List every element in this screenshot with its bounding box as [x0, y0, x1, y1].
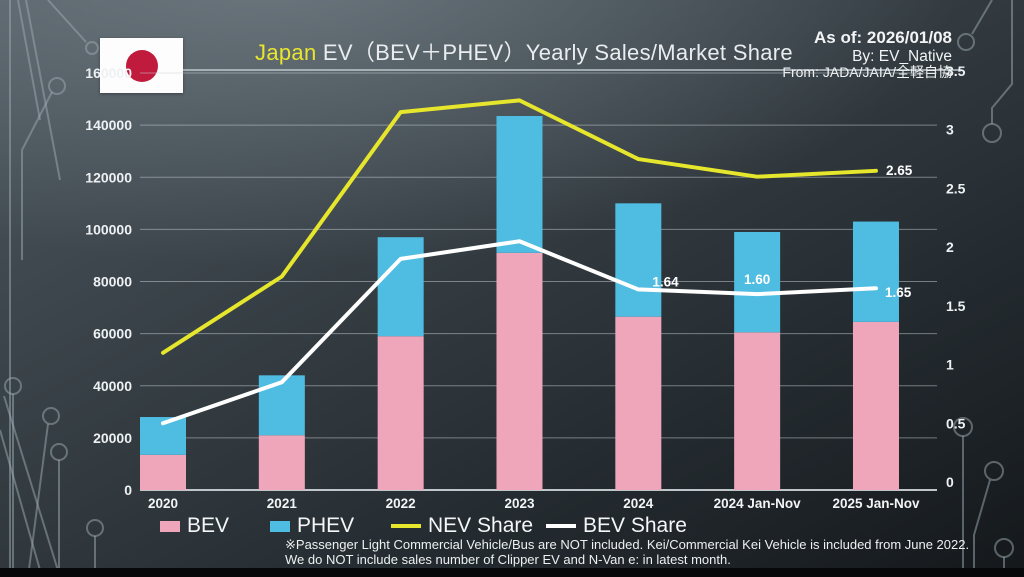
- left-axis-tick-label: 100000: [85, 221, 132, 237]
- bar-bev-2024: [615, 316, 662, 490]
- circuit-trace: [21, 91, 53, 260]
- footnote-line-2: We do NOT include sales number of Clippe…: [285, 551, 731, 567]
- circuit-node: [42, 407, 60, 425]
- japan-flag: [100, 38, 183, 93]
- bar-phev-2020: [140, 417, 186, 455]
- bar-bev-2020: [140, 454, 186, 490]
- chart-title: Japan EV（BEV＋PHEV）Yearly Sales/Market Sh…: [255, 35, 793, 67]
- legend-swatch: [270, 520, 290, 532]
- right-axis-tick-label: 2.5: [946, 180, 966, 196]
- left-axis-tick-label: 60000: [93, 326, 132, 342]
- x-axis-label: 2024 Jan-Nov: [714, 496, 802, 511]
- legend-item-phev: PHEV: [270, 513, 354, 539]
- bottom-strip: [0, 568, 1024, 577]
- legend-swatch: [160, 520, 180, 532]
- footnote-line-1: ※Passenger Light Commercial Vehicle/Bus …: [285, 537, 970, 552]
- circuit-node: [48, 77, 66, 95]
- legend-label: PHEV: [297, 514, 355, 537]
- left-axis-tick-label: 40000: [93, 378, 132, 394]
- legend-swatch: [546, 524, 576, 528]
- legend-label: BEV: [187, 514, 230, 537]
- legend-label: NEV Share: [428, 514, 534, 537]
- chart-title-country: Japan: [255, 40, 317, 65]
- circuit-node: [4, 377, 22, 395]
- author: By: EV_Native: [852, 47, 952, 65]
- left-axis-tick-label: 140000: [85, 117, 132, 133]
- title-divider: [183, 69, 962, 71]
- legend-label: BEV Share: [583, 514, 687, 537]
- left-axis-tick-label: 120000: [85, 169, 132, 185]
- legend-swatch: [391, 524, 421, 528]
- bar-bev-2024 Jan-Nov: [734, 332, 781, 490]
- circuit-trace: [971, 0, 993, 35]
- bar-phev-2022: [377, 237, 424, 337]
- circuit-trace: [991, 0, 1013, 124]
- left-axis-tick-label: 20000: [93, 430, 132, 446]
- right-axis-tick-label: 1.5: [946, 298, 966, 314]
- circuit-trace: [9, 0, 61, 577]
- circuit-node: [85, 41, 99, 55]
- bar-phev-2024 Jan-Nov: [734, 231, 781, 333]
- circuit-node: [86, 519, 104, 537]
- circuit-node: [994, 538, 1014, 558]
- circuit-trace: [973, 479, 991, 577]
- circuit-trace: [0, 395, 61, 577]
- as-of-date: As of: 2026/01/08: [814, 28, 952, 47]
- japan-flag-sun: [125, 49, 158, 82]
- circuit-trace: [47, 0, 87, 43]
- circuit-node: [953, 417, 973, 437]
- legend-item-nev-share: NEV Share: [391, 513, 533, 539]
- point-label-1.65: 1.65: [885, 285, 912, 300]
- right-axis-tick-label: 2: [946, 239, 954, 255]
- bar-bev-2023: [496, 252, 543, 490]
- line-nev-share: [161, 98, 878, 355]
- point-label-1.64: 1.64: [652, 274, 679, 289]
- x-axis-label: 2021: [267, 496, 298, 511]
- left-axis-tick-label: 80000: [93, 274, 132, 290]
- legend-item-bev-share: BEV Share: [546, 513, 687, 539]
- x-axis-label: 2025 Jan-Nov: [832, 496, 920, 511]
- right-axis-tick-label: 1: [946, 357, 954, 373]
- x-axis-label: 2022: [386, 496, 416, 511]
- bar-phev-2024: [615, 203, 662, 317]
- right-axis-tick-label: 0.5: [946, 415, 966, 431]
- x-axis-label: 2023: [504, 496, 535, 511]
- circuit-trace: [27, 423, 49, 577]
- bar-bev-2025 Jan-Nov: [852, 321, 899, 490]
- chart-title-rest: EV（BEV＋PHEV）Yearly Sales/Market Share: [316, 40, 793, 65]
- circuit-node: [982, 123, 1002, 143]
- circuit-node: [50, 443, 68, 461]
- right-axis-tick-label: 3: [946, 122, 954, 138]
- bar-bev-2022: [377, 336, 424, 490]
- bar-phev-2023: [496, 116, 543, 253]
- point-label-2.65: 2.65: [886, 163, 913, 178]
- circuit-node: [984, 461, 1004, 481]
- line-bev-share: [161, 239, 878, 426]
- bar-phev-2021: [258, 375, 305, 436]
- x-axis-label: 2024: [623, 496, 654, 511]
- legend-item-bev: BEV: [160, 513, 229, 539]
- left-axis-tick-label: 0: [124, 482, 132, 498]
- x-axis-label: 2020: [148, 496, 178, 511]
- right-axis-tick-label: 0: [946, 474, 954, 490]
- point-label-1.60: 1.60: [744, 272, 770, 287]
- bar-bev-2021: [258, 435, 305, 490]
- bar-phev-2025 Jan-Nov: [852, 221, 899, 322]
- circuit-node: [957, 33, 975, 51]
- header-meta: As of: 2026/01/08 By: EV_Native From: JA…: [782, 28, 952, 80]
- footnote: ※Passenger Light Commercial Vehicle/Bus …: [285, 537, 970, 567]
- data-source: From: JADA/JAIA/全軽自協: [782, 63, 952, 80]
